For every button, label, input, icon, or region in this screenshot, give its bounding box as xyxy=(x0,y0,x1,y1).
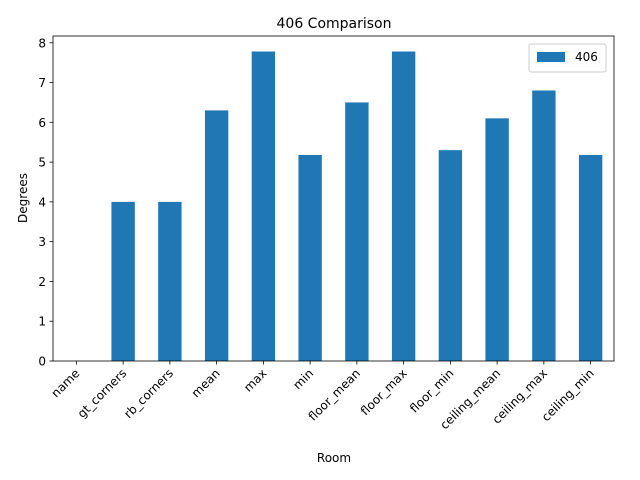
y-tick-label: 6 xyxy=(38,116,46,130)
y-tick-label: 0 xyxy=(38,355,46,369)
bar-min xyxy=(298,154,322,361)
chart-title: 406 Comparison xyxy=(277,16,392,32)
x-tick-label: rb_corners xyxy=(121,366,176,421)
x-tick-label: max xyxy=(241,366,269,394)
y-tick-label: 2 xyxy=(38,275,46,289)
y-tick-label: 1 xyxy=(38,315,46,329)
y-axis-label: Degrees xyxy=(16,173,30,223)
y-tick-label: 4 xyxy=(38,195,46,209)
y-tick-label: 3 xyxy=(38,235,46,249)
x-tick-label: mean xyxy=(189,366,223,400)
legend: 406 xyxy=(528,43,607,73)
bar-floor-mean xyxy=(345,102,369,361)
legend-label: 406 xyxy=(575,50,598,64)
bar-ceiling-mean xyxy=(485,118,509,362)
x-tick-label: name xyxy=(49,366,83,400)
y-tick-label: 5 xyxy=(38,156,46,170)
bar-floor-max xyxy=(391,51,416,362)
legend-swatch xyxy=(537,52,565,62)
bar-ceiling-max xyxy=(532,90,556,361)
bar-floor-min xyxy=(438,150,463,361)
plot-frame xyxy=(52,35,615,362)
bar-rb-corners xyxy=(158,201,182,361)
y-tick-label: 8 xyxy=(38,36,46,50)
x-tick-label: min xyxy=(290,366,316,392)
legend-box xyxy=(528,43,607,73)
y-tick-label: 7 xyxy=(38,76,46,90)
x-tick-label: floor_min xyxy=(407,366,456,415)
bar-mean xyxy=(204,110,229,362)
bar-max xyxy=(251,51,276,362)
bar-gt-corners xyxy=(111,201,135,361)
x-tick-label: gt_corners xyxy=(75,366,130,421)
x-axis-label: Room xyxy=(317,451,351,465)
bar-ceiling-min xyxy=(578,154,603,361)
x-tick-label: floor_max xyxy=(358,366,410,418)
